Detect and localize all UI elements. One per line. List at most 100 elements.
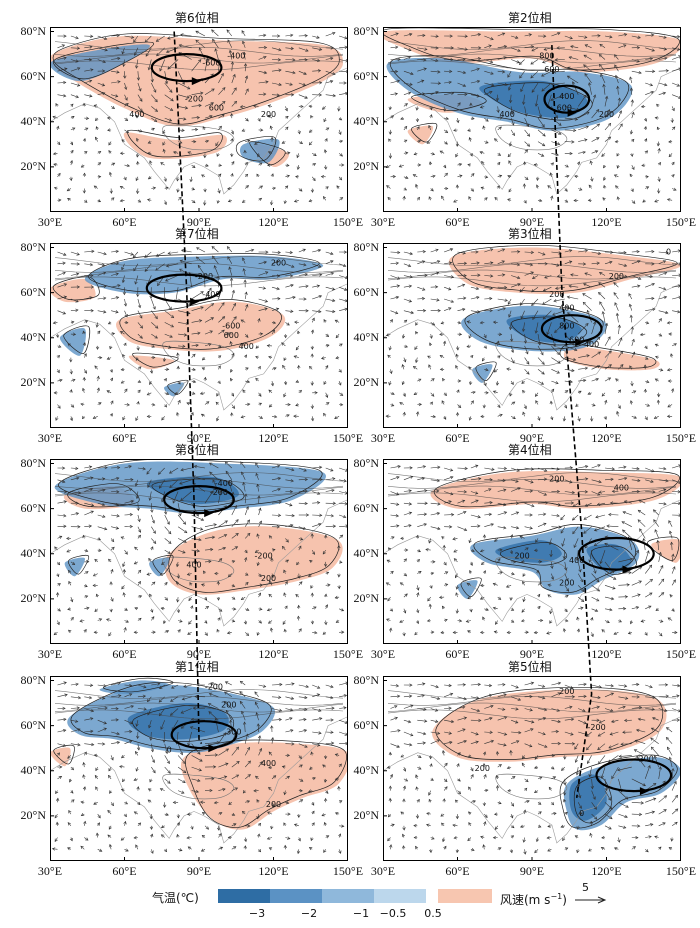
- wind-vector-head: [290, 46, 295, 51]
- wind-vector-head: [519, 289, 523, 293]
- wind-vector-head: [320, 175, 325, 179]
- longitude-label: 30°E: [37, 864, 63, 878]
- wind-vector-head: [628, 293, 632, 297]
- wind-vector-head: [431, 378, 435, 382]
- wind-vector: [457, 284, 465, 288]
- wind-vector: [94, 365, 98, 370]
- wind-vector-head: [254, 141, 258, 145]
- wind-vector: [325, 478, 335, 481]
- wind-vector: [417, 411, 419, 417]
- wind-vector: [339, 275, 348, 279]
- wind-vector: [225, 710, 233, 721]
- wind-vector-head: [442, 108, 447, 112]
- wind-vector-head: [299, 764, 303, 768]
- wind-vector-head: [403, 319, 408, 323]
- wind-vector: [524, 149, 528, 154]
- wind-vector: [671, 579, 676, 586]
- wind-vector-head: [122, 417, 126, 421]
- wind-vector-head: [448, 287, 452, 291]
- wind-vector-head: [283, 844, 287, 849]
- wind-vector: [630, 315, 633, 323]
- wind-vector-head: [341, 824, 345, 828]
- wind-vector: [603, 84, 606, 95]
- wind-vector: [111, 250, 119, 253]
- wind-vector-head: [387, 598, 391, 602]
- wind-vector-head: [289, 82, 293, 86]
- wind-vector: [135, 275, 139, 285]
- wind-vector-head: [443, 416, 447, 420]
- wind-vector-head: [282, 364, 286, 369]
- wind-vector: [668, 153, 673, 157]
- wind-vector: [52, 848, 58, 850]
- wind-vector: [97, 310, 106, 313]
- wind-vector-head: [110, 377, 113, 381]
- wind-vector-head: [449, 525, 453, 529]
- wind-vector: [417, 68, 427, 72]
- wind-vector-head: [430, 571, 435, 576]
- wind-vector-head: [498, 174, 503, 178]
- wind-vector-head: [147, 151, 151, 155]
- wind-vector: [231, 519, 239, 527]
- longitude-label: 150°E: [332, 215, 364, 229]
- wind-vector-head: [608, 512, 612, 517]
- wind-vector-head: [448, 261, 453, 265]
- coastline: [50, 499, 348, 627]
- wind-vector: [97, 285, 107, 288]
- wind-vector-head: [296, 615, 301, 619]
- wind-vector-head: [666, 321, 671, 325]
- wind-vector: [53, 153, 58, 155]
- latitude-label: 80°N: [20, 455, 46, 470]
- wind-vector-head: [663, 467, 667, 471]
- wind-vector: [493, 390, 498, 394]
- wind-vector: [204, 606, 209, 610]
- wind-vector-head: [64, 67, 68, 71]
- wind-vector-head: [263, 70, 268, 75]
- wind-vector-head: [63, 34, 67, 38]
- wind-vector-head: [147, 712, 151, 716]
- wind-vector: [453, 200, 458, 203]
- wind-vector-head: [338, 850, 342, 854]
- contour-label: 400: [500, 110, 515, 119]
- wind-vector: [312, 59, 320, 62]
- wind-vector: [285, 152, 290, 154]
- wind-vector-head: [89, 45, 93, 49]
- wind-vector-head: [596, 365, 601, 369]
- wind-vector: [218, 365, 221, 370]
- wind-vector: [97, 489, 106, 492]
- wind-vector-head: [82, 330, 86, 334]
- wind-vector-head: [133, 811, 138, 815]
- wind-vector-head: [659, 368, 664, 372]
- wind-vector-head: [286, 163, 290, 167]
- wind-vector: [244, 760, 251, 768]
- wind-vector-head: [484, 175, 489, 179]
- wind-vector-head: [105, 618, 110, 622]
- wind-vector-head: [231, 405, 236, 409]
- wind-vector-head: [416, 620, 420, 625]
- wind-vector-head: [332, 501, 337, 505]
- wind-vector-head: [463, 490, 468, 494]
- wind-vector: [70, 67, 81, 72]
- wind-vector-head: [678, 464, 681, 468]
- wind-vector-head: [534, 393, 539, 397]
- wind-vector: [537, 334, 541, 345]
- wind-vector-head: [291, 682, 295, 686]
- wind-vector-head: [497, 161, 501, 166]
- wind-vector: [531, 298, 539, 306]
- wind-vector: [482, 357, 485, 362]
- wind-vector-head: [654, 378, 659, 382]
- wind-vector-head: [129, 721, 133, 725]
- wind-vector-head: [598, 480, 602, 484]
- wind-vector-head: [160, 162, 164, 166]
- wind-vector-head: [331, 488, 335, 493]
- wind-vector: [97, 728, 107, 733]
- wind-vector-head: [138, 529, 142, 533]
- wind-vector: [417, 80, 424, 84]
- wind-vector-head: [273, 414, 278, 419]
- wind-vector-head: [102, 60, 106, 64]
- longitude-label: 30°E: [37, 647, 63, 661]
- wind-vector: [591, 336, 601, 347]
- wind-vector: [399, 164, 405, 168]
- wind-vector: [97, 707, 108, 709]
- wind-vector: [470, 465, 479, 469]
- contour-label: 200: [271, 259, 286, 268]
